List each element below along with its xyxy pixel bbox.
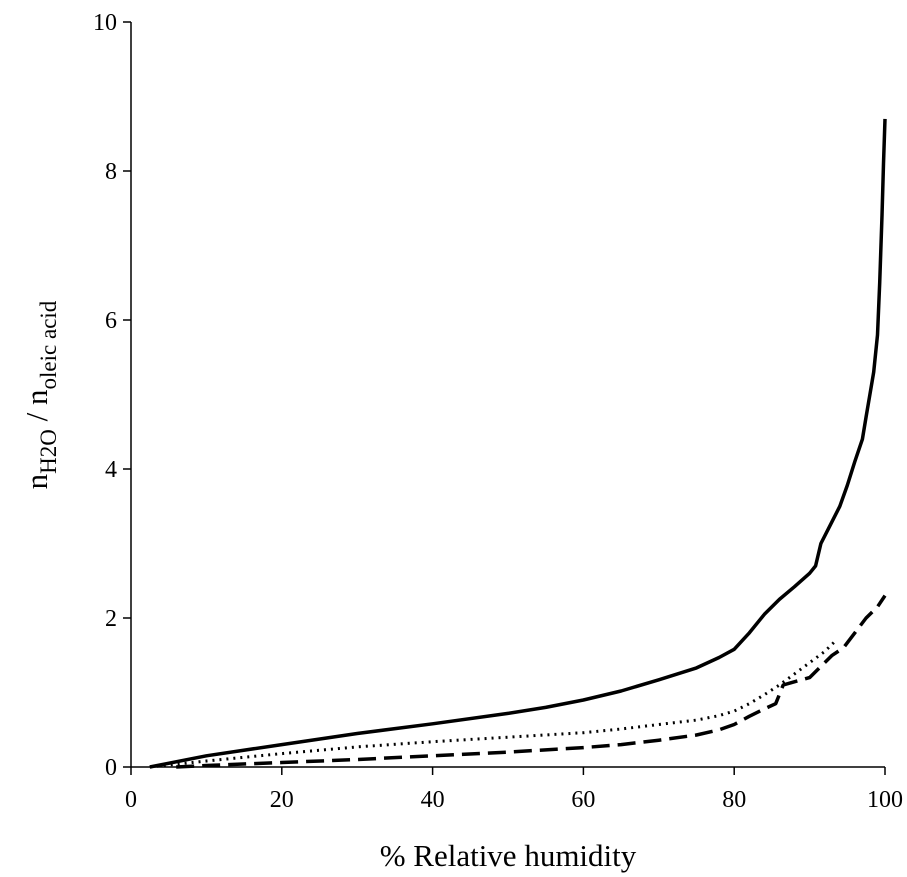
y-axis-title-subscript: H2O bbox=[36, 429, 61, 474]
axes bbox=[130, 22, 885, 768]
x-tick-label: 60 bbox=[571, 787, 595, 813]
x-axis-title: % Relative humidity bbox=[380, 838, 637, 873]
series-dotted-line bbox=[149, 639, 838, 769]
y-tick-label: 2 bbox=[105, 606, 117, 632]
ticks bbox=[123, 21, 886, 775]
y-axis-title-subscript: oleic acid bbox=[36, 300, 61, 389]
y-axis-title-part: n bbox=[19, 473, 54, 489]
series-dashed-line bbox=[176, 594, 887, 769]
y-tick-label: 6 bbox=[105, 308, 117, 334]
y-axis-title: nH2O / noleic acid bbox=[19, 300, 61, 489]
x-tick-label: 0 bbox=[125, 787, 137, 813]
series-layer bbox=[149, 118, 887, 769]
y-tick-label: 4 bbox=[105, 457, 117, 483]
tick-labels: 0 20 40 60 80 100 0 2 4 6 8 10 bbox=[93, 10, 903, 813]
x-tick-label: 100 bbox=[867, 787, 903, 813]
y-tick-label: 0 bbox=[105, 755, 117, 781]
y-tick-label: 10 bbox=[93, 10, 117, 36]
x-tick-label: 80 bbox=[722, 787, 746, 813]
y-axis-title-part: / n bbox=[19, 389, 54, 429]
y-tick-label: 8 bbox=[105, 159, 117, 185]
x-tick-label: 20 bbox=[270, 787, 294, 813]
x-tick-label: 40 bbox=[421, 787, 445, 813]
series-solid-line bbox=[149, 118, 887, 769]
